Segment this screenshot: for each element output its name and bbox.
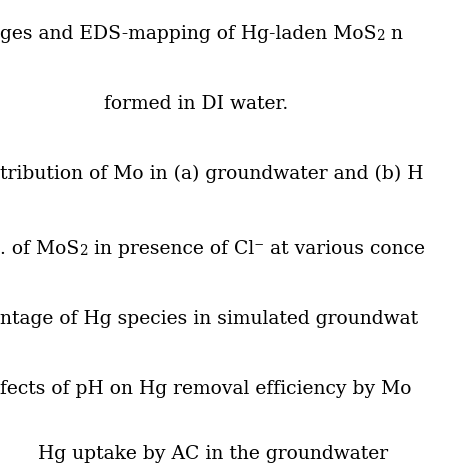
Text: 2: 2	[79, 244, 88, 258]
Text: . of MoS: . of MoS	[0, 240, 79, 258]
Text: n: n	[385, 25, 403, 43]
Text: formed in DI water.: formed in DI water.	[104, 95, 289, 113]
Text: in presence of Cl⁻ at various conce: in presence of Cl⁻ at various conce	[88, 240, 425, 258]
Text: ntage of Hg species in simulated groundwat: ntage of Hg species in simulated groundw…	[0, 310, 418, 328]
Text: tribution of Mo in (a) groundwater and (b) Η: tribution of Mo in (a) groundwater and (…	[0, 165, 423, 183]
Text: fects of pH on Hg removal efficiency by Mo: fects of pH on Hg removal efficiency by …	[0, 380, 411, 398]
Text: 2: 2	[376, 29, 385, 43]
Text: Hg uptake by AC in the groundwater: Hg uptake by AC in the groundwater	[38, 445, 388, 463]
Text: ges and EDS-mapping of Hg-laden MoS: ges and EDS-mapping of Hg-laden MoS	[0, 25, 376, 43]
